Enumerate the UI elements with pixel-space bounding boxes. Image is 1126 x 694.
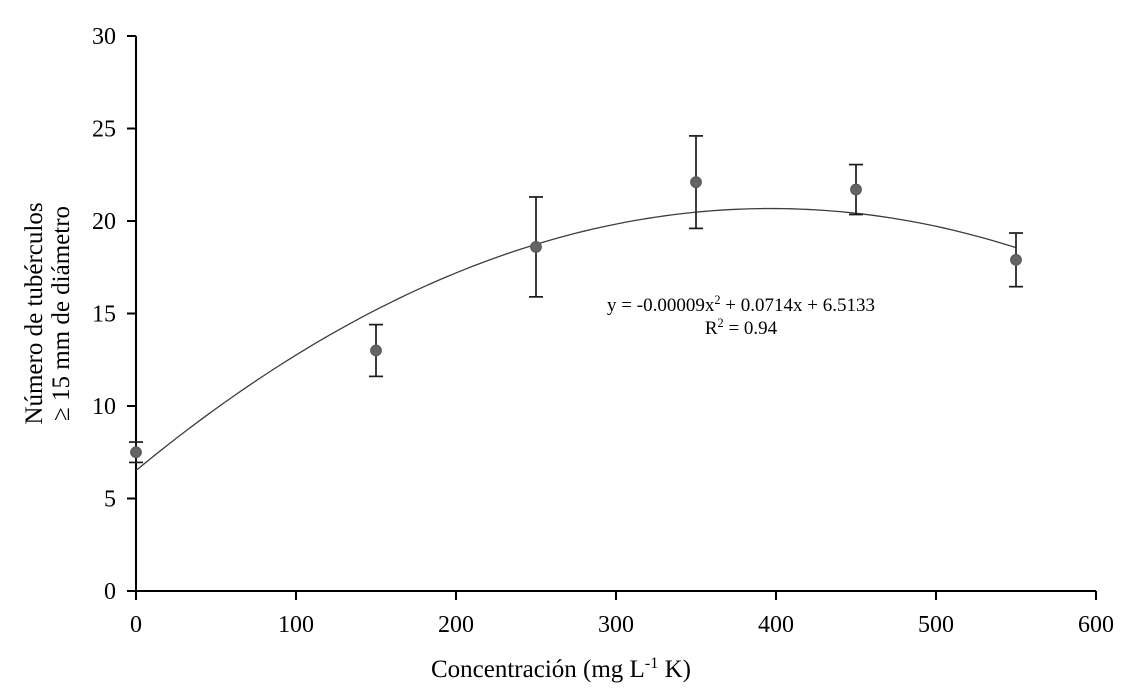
data-point [370, 344, 382, 357]
x-tick-label: 500 [918, 612, 954, 638]
x-tick-label: 100 [278, 612, 314, 638]
y-tick-label: 15 [92, 302, 116, 328]
x-tick-label: 300 [598, 612, 634, 638]
data-point [690, 176, 702, 189]
data-point [850, 183, 862, 196]
y-tick-label: 10 [92, 394, 116, 420]
y-tick-label: 0 [104, 579, 116, 605]
data-point [1010, 253, 1022, 266]
x-tick-label: 400 [758, 612, 794, 638]
r-squared-label: R2 = 0.94 [705, 316, 778, 339]
y-axis-title-line2: ≥ 15 mm de diámetro [48, 206, 75, 421]
equation-label: y = -0.00009x2 + 0.0714x + 6.5133 [607, 293, 875, 316]
data-point [130, 446, 142, 459]
x-tick-label: 0 [130, 612, 142, 638]
x-axis-title: Concentración (mg L-1 K) [431, 654, 691, 683]
y-axis-title-line1: Número de tubérculos [21, 202, 48, 424]
y-tick-label: 20 [92, 209, 116, 235]
y-tick-label: 25 [92, 117, 116, 143]
y-tick-label: 5 [104, 487, 116, 513]
y-tick-label: 30 [92, 24, 116, 50]
x-tick-label: 600 [1078, 612, 1114, 638]
fit-curve [135, 207, 1017, 472]
data-point [530, 241, 542, 253]
x-tick-label: 200 [438, 612, 474, 638]
